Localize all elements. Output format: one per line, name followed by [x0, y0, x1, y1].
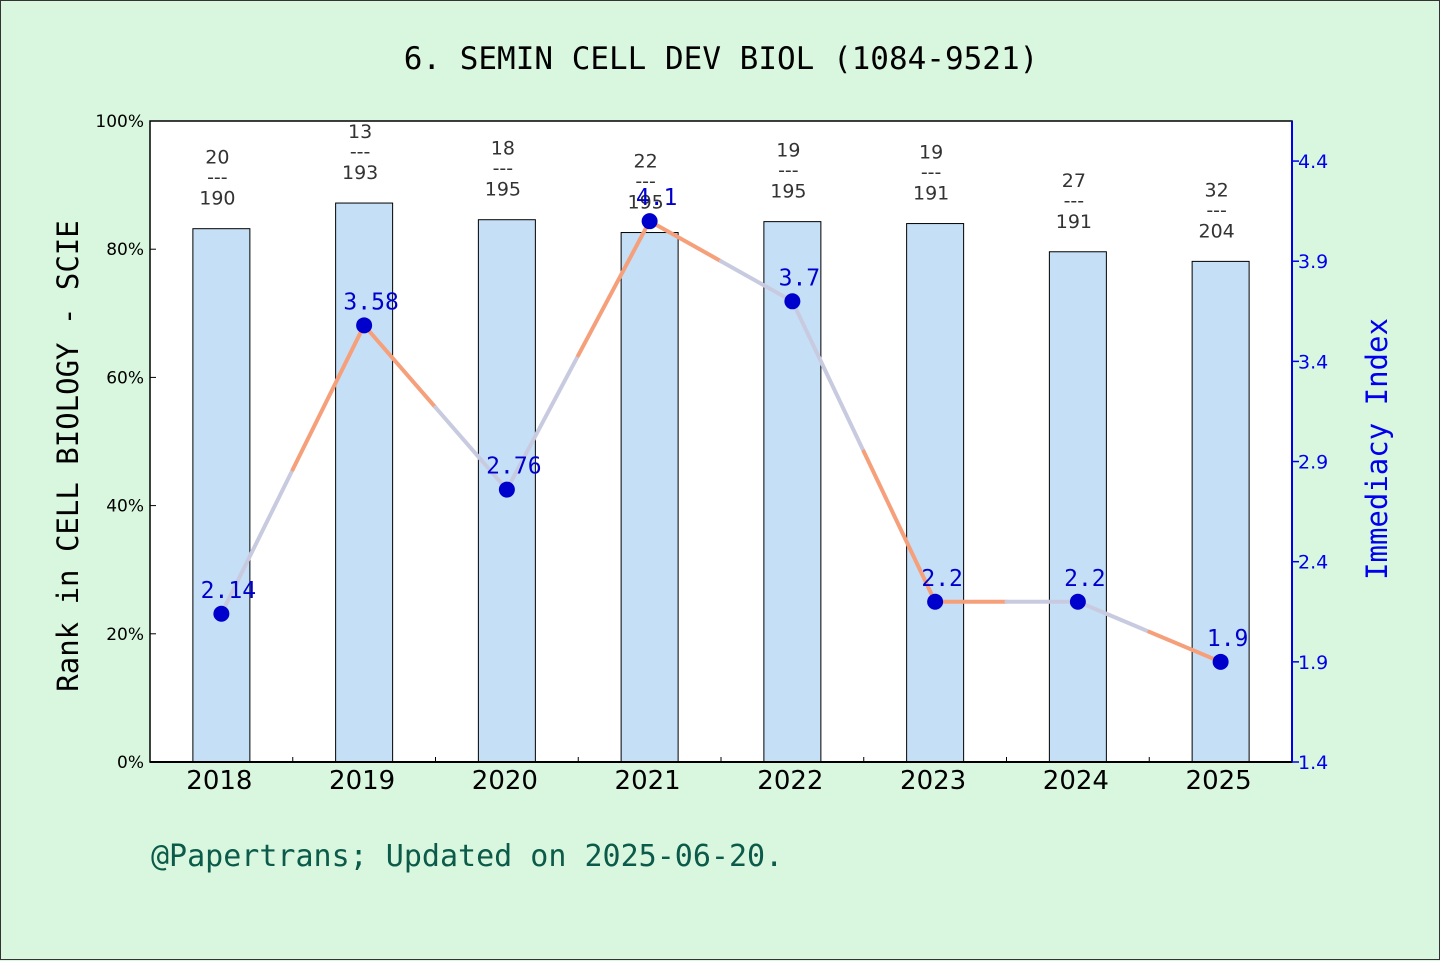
markers-layer: [213, 213, 1229, 670]
footer-credit: @Papertrans; Updated on 2025-06-20.: [151, 839, 783, 874]
data-label-2019: 3.58: [343, 289, 398, 315]
right-tick-label-5: 3.9: [1298, 251, 1328, 273]
x-tick-label-2018: 2018: [186, 766, 252, 796]
rank-numerator-2019: 13: [348, 121, 372, 143]
left-tick-label-2: 40%: [106, 497, 144, 517]
point-2023: [927, 593, 944, 610]
rank-total-2019: 193: [342, 162, 378, 184]
rank-annotations: 20---19013---19318---19522---19519---195…: [199, 121, 1235, 242]
x-tick-label-2020: 2020: [472, 766, 538, 796]
line-segment-6-b: [1147, 629, 1223, 664]
bar-2023: [906, 223, 965, 763]
rank-separator-2019: ---: [350, 141, 371, 163]
data-label-2018: 2.14: [201, 578, 256, 604]
rank-total-2022: 195: [770, 181, 806, 203]
bar-2024: [1048, 251, 1107, 763]
rank-numerator-2022: 19: [776, 140, 800, 162]
data-label-2024: 2.2: [1064, 566, 1106, 592]
left-tick-label-3: 60%: [106, 368, 144, 388]
bar-2022: [763, 221, 822, 763]
y-axis-label-left: Rank in CELL BIOLOGY - SCIE: [51, 220, 85, 691]
point-2021: [641, 213, 658, 230]
right-tick-label-2: 2.4: [1298, 552, 1328, 574]
chart-title: 6. SEMIN CELL DEV BIOL (1084-9521): [404, 41, 1039, 77]
data-label-2025: 1.9: [1207, 626, 1249, 652]
line-segment-4-a: [790, 299, 866, 454]
line-layer: [219, 219, 1223, 664]
rank-separator-2025: ---: [1206, 199, 1227, 221]
y-axis-label-right: Immediacy Index: [1360, 318, 1394, 580]
right-axis: 1.4 1.9 2.4 2.9 3.4 3.9 4.4: [1291, 121, 1328, 774]
line-segment-3-b: [719, 259, 795, 304]
left-tick-label-0: 0%: [117, 753, 144, 773]
line-segment-0-b: [290, 323, 367, 472]
x-tick-label-2023: 2023: [900, 766, 966, 796]
data-label-2023: 2.2: [921, 566, 963, 592]
x-tick-label-2022: 2022: [757, 766, 823, 796]
data-label-2022: 3.7: [779, 265, 821, 291]
x-tick-label-2024: 2024: [1043, 766, 1109, 796]
x-tick-label-2025: 2025: [1186, 766, 1252, 796]
rank-total-2021: 195: [627, 192, 663, 214]
point-2022: [784, 293, 801, 310]
bar-2019: [335, 202, 394, 763]
line-segment-3-a: [647, 219, 723, 264]
point-2018: [213, 605, 230, 622]
left-tick-label-1: 20%: [106, 625, 144, 645]
left-axis: 0% 20% 40% 60% 80% 100%: [95, 112, 156, 773]
bar-2021: [620, 232, 679, 763]
plot-area: [149, 120, 1293, 763]
line-segment-2-a: [504, 353, 581, 492]
x-axis: 2018 2019 2020 2021 2022 2023 2024 2025: [150, 757, 1292, 796]
rank-separator-2018: ---: [207, 167, 228, 189]
rank-numerator-2021: 22: [634, 151, 658, 173]
rank-separator-2022: ---: [778, 160, 799, 182]
line-segment-1-b: [433, 405, 509, 492]
line-segment-4-b: [861, 449, 938, 604]
point-2020: [498, 481, 515, 498]
rank-numerator-2025: 32: [1205, 179, 1229, 201]
rank-numerator-2024: 27: [1062, 170, 1086, 192]
bar-2018: [192, 228, 251, 763]
left-tick-label-4: 80%: [106, 240, 144, 260]
bars-layer: [192, 202, 1250, 763]
point-2025: [1212, 653, 1229, 670]
rank-total-2020: 195: [485, 179, 521, 201]
bar-2025: [1191, 260, 1250, 763]
rank-numerator-2023: 19: [919, 142, 943, 164]
data-labels-layer: 2.14 3.58 2.76 4.1 3.7 2.2 2.2 1.9: [201, 185, 1249, 652]
x-tick-label-2019: 2019: [329, 766, 395, 796]
rank-separator-2024: ---: [1064, 190, 1085, 212]
line-segment-0-a: [219, 467, 295, 616]
x-tick-label-2021: 2021: [615, 766, 681, 796]
right-tick-label-6: 4.4: [1298, 151, 1328, 173]
rank-numerator-2018: 20: [205, 147, 229, 169]
left-tick-label-5: 100%: [95, 112, 144, 132]
data-label-2021: 4.1: [636, 185, 678, 211]
line-segment-2-b: [576, 219, 652, 358]
line-segment-1-a: [362, 323, 438, 410]
rank-numerator-2020: 18: [491, 138, 515, 160]
point-2019: [356, 317, 373, 334]
rank-total-2023: 191: [913, 183, 949, 205]
rank-total-2025: 204: [1198, 220, 1234, 242]
right-tick-label-3: 2.9: [1298, 452, 1328, 474]
rank-total-2018: 190: [199, 188, 235, 210]
rank-separator-2020: ---: [493, 158, 514, 180]
line-segment-6-a: [1075, 599, 1152, 634]
right-tick-label-1: 1.9: [1298, 652, 1328, 674]
point-2024: [1069, 593, 1086, 610]
rank-separator-2021: ---: [635, 171, 656, 193]
rank-total-2024: 191: [1056, 211, 1092, 233]
right-tick-label-4: 3.4: [1298, 351, 1328, 373]
data-label-2020: 2.76: [486, 454, 541, 480]
right-tick-label-0: 1.4: [1298, 752, 1328, 774]
rank-separator-2023: ---: [921, 162, 942, 184]
